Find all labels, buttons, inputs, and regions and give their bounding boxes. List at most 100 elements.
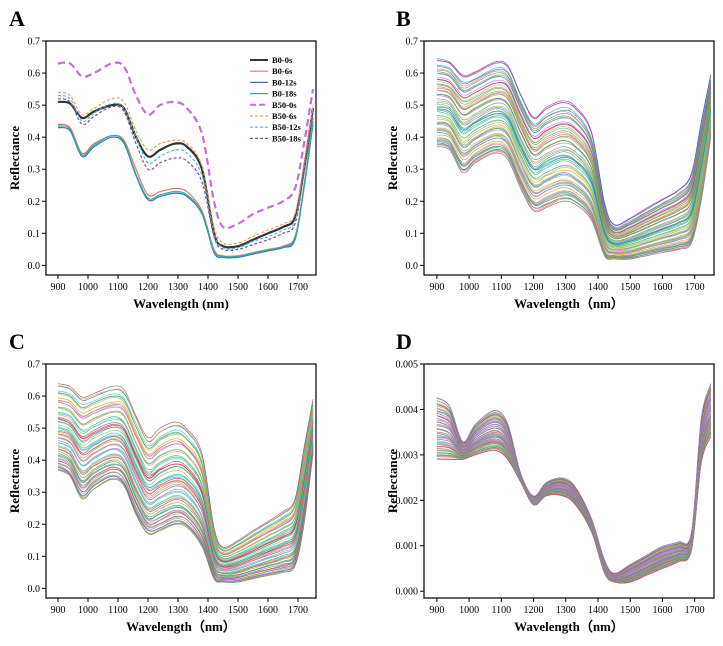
spectrum-line <box>57 428 314 567</box>
y-axis-title: Reflectance <box>385 449 400 513</box>
spectrum-line <box>436 135 712 259</box>
y-tick-label: 0.5 <box>28 424 41 435</box>
x-tick-label: 1000 <box>78 282 98 293</box>
y-tick-label: 0.4 <box>406 133 419 144</box>
series-group <box>436 58 712 260</box>
y-tick-label: 0.1 <box>406 229 419 240</box>
panel-label: B <box>396 6 411 31</box>
x-tick-label: 1200 <box>524 605 544 616</box>
spectrum-line <box>57 399 314 555</box>
spectrum-line <box>57 436 314 572</box>
spectrum-line <box>436 117 712 249</box>
spectrum-line <box>57 435 314 571</box>
spectrum-line <box>436 384 712 574</box>
x-axis-title: Wavelength（nm） <box>514 619 624 634</box>
spectrum-line <box>57 436 314 572</box>
legend-label: B50-0s <box>272 100 297 110</box>
spectrum-line <box>57 447 314 579</box>
spectrum-line <box>57 417 314 562</box>
spectrum-line <box>57 416 314 561</box>
spectrum-line <box>436 58 712 226</box>
spectrum-line <box>436 436 712 584</box>
x-tick-label: 1700 <box>685 605 705 616</box>
x-tick-label: 1400 <box>198 605 218 616</box>
spectrum-line <box>436 136 712 260</box>
y-tick-label: 0.5 <box>406 101 419 112</box>
y-tick-label: 0.4 <box>28 456 41 467</box>
legend-label: B0-6s <box>272 66 293 76</box>
x-tick-label: 1700 <box>288 605 308 616</box>
y-tick-label: 0.3 <box>28 165 41 176</box>
series-group <box>436 383 712 584</box>
y-tick-label: 0.001 <box>396 541 419 552</box>
x-axis-title: Wavelength（nm） <box>514 296 624 311</box>
spectrum-line <box>436 431 712 583</box>
spectrum-line <box>57 446 314 578</box>
spectrum-line <box>57 451 314 582</box>
spectrum-line <box>57 392 314 552</box>
spectrum-line <box>57 440 314 575</box>
spectrum-line <box>436 390 712 575</box>
spectrum-line <box>57 426 314 566</box>
spectrum-line <box>57 385 314 549</box>
legend-label: B0-12s <box>272 77 297 87</box>
y-tick-label: 0.003 <box>396 450 419 461</box>
spectrum-line <box>436 89 712 238</box>
panel-label: D <box>396 329 412 354</box>
spectrum-line <box>436 95 712 240</box>
y-tick-label: 0.0 <box>28 261 41 272</box>
x-tick-label: 1100 <box>492 282 512 293</box>
spectrum-line <box>436 389 712 575</box>
spectrum-line <box>436 111 712 247</box>
spectrum-line <box>57 439 314 574</box>
spectrum-line <box>57 411 314 559</box>
spectrum-line <box>436 401 712 577</box>
spectrum-line <box>436 87 712 237</box>
spectrum-line <box>57 452 314 583</box>
spectrum-line <box>436 108 712 245</box>
panel-c: C 900 1000 1100 1200 1300 1400 1500 1600 1700 0.0 0… <box>7 329 317 634</box>
spectrum-line <box>57 449 314 580</box>
y-tick-label: 0.000 <box>396 587 419 598</box>
spectrum-line <box>436 433 712 583</box>
x-tick-label: 1300 <box>556 605 576 616</box>
spectrum-line <box>57 427 314 566</box>
x-tick-label: 1300 <box>168 282 188 293</box>
spectrum-line <box>57 442 314 576</box>
spectrum-line <box>57 390 314 551</box>
x-tick-label: 1600 <box>258 605 278 616</box>
x-tick-label: 1300 <box>168 605 188 616</box>
x-tick-label: 1000 <box>459 605 479 616</box>
panel-label: A <box>9 6 25 31</box>
y-tick-label: 0.7 <box>28 37 41 48</box>
x-tick-label: 1400 <box>588 605 608 616</box>
spectrum-line <box>57 433 314 570</box>
legend-label: B0-18s <box>272 89 297 99</box>
series-line-B50-18s <box>57 98 314 252</box>
panel-b: B 900 1000 1100 1200 1300 1400 1500 1600 1700 0.0 0… <box>385 6 715 311</box>
spectrum-line <box>57 430 314 568</box>
legend-label: B50-18s <box>272 133 302 143</box>
spectrum-line <box>436 71 712 231</box>
x-tick-label: 1100 <box>108 282 128 293</box>
y-tick-label: 0.1 <box>28 229 41 240</box>
spectrum-line <box>436 86 712 237</box>
y-axis-title: Reflectance <box>7 449 22 513</box>
spectrum-line <box>57 407 314 558</box>
plot-frame <box>45 40 317 276</box>
spectrum-line <box>436 386 712 575</box>
spectrum-line <box>57 420 314 563</box>
spectrum-line <box>436 115 712 249</box>
spectrum-line <box>57 424 314 565</box>
spectrum-line <box>436 84 712 236</box>
spectrum-line <box>436 399 712 577</box>
legend-label: B50-12s <box>272 122 302 132</box>
spectrum-line <box>436 417 712 580</box>
x-tick-label: 1200 <box>524 282 544 293</box>
spectrum-line <box>436 60 712 226</box>
spectrum-line <box>57 401 314 556</box>
y-tick-label: 0.3 <box>406 165 419 176</box>
spectrum-line <box>436 93 712 240</box>
x-axis-title: Wavelength（nm） <box>126 619 236 634</box>
x-tick-label: 1500 <box>228 282 248 293</box>
